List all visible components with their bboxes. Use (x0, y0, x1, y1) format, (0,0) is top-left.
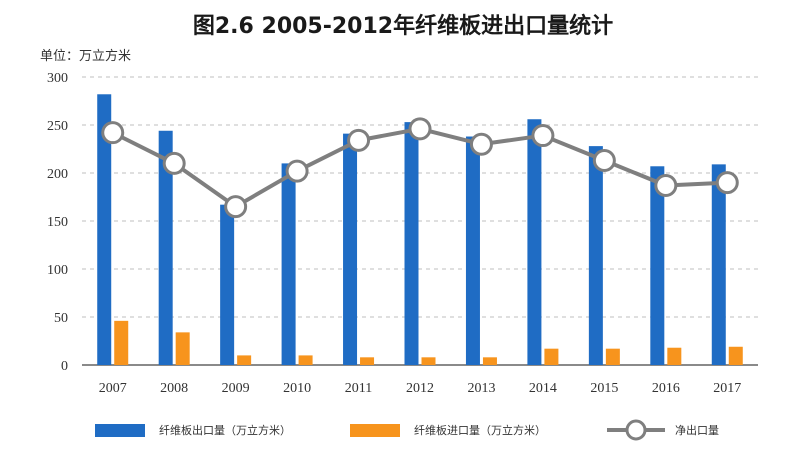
legend-marker-net-export (607, 419, 665, 441)
bar-import-2017 (728, 346, 743, 365)
legend-swatch-import (350, 423, 400, 437)
net-export-point-2013 (469, 132, 493, 156)
bar-export-2011 (343, 133, 358, 365)
legend-label-import: 纤维板进口量（万立方米） (414, 424, 546, 437)
bar-import-2013 (482, 357, 497, 365)
net-export-point-2008 (162, 151, 186, 175)
y-tick-label: 300 (47, 71, 68, 86)
legend-item-import: 纤维板进口量（万立方米） (350, 418, 546, 442)
bar-import-2008 (175, 332, 190, 365)
legend-item-net-export: 净出口量 (605, 418, 719, 442)
net-export-point-2011 (347, 128, 371, 152)
x-tick-label: 2008 (160, 381, 188, 396)
bar-import-2007 (114, 320, 129, 365)
bar-import-2012 (421, 357, 436, 365)
y-tick-label: 100 (47, 263, 68, 278)
y-tick-label: 0 (61, 359, 68, 374)
net-export-point-2012 (408, 117, 432, 141)
bar-import-2009 (237, 355, 252, 365)
legend-label-export: 纤维板出口量（万立方米） (159, 424, 291, 437)
bar-export-2014 (527, 119, 542, 366)
x-tick-label: 2016 (652, 381, 680, 396)
x-tick-label: 2010 (283, 381, 311, 396)
x-tick-label: 2017 (713, 381, 741, 396)
bar-export-2007 (97, 94, 112, 365)
bar-import-2011 (360, 357, 375, 365)
y-tick-label: 250 (47, 119, 68, 134)
bar-export-2009 (220, 204, 235, 365)
x-tick-label: 2009 (222, 381, 250, 396)
bar-import-2014 (544, 348, 559, 365)
chart-title: 图2.6 2005-2012年纤维板进出口量统计 (192, 14, 614, 39)
bar-import-2016 (667, 347, 682, 365)
y-tick-label: 150 (47, 215, 68, 230)
x-tick-label: 2013 (467, 381, 495, 396)
x-tick-label: 2015 (590, 381, 618, 396)
net-export-point-2017 (715, 171, 739, 195)
net-export-point-2009 (224, 195, 248, 219)
net-export-line (111, 126, 728, 209)
bar-export-2017 (711, 164, 726, 365)
bar-export-2013 (465, 136, 480, 365)
x-tick-label: 2011 (345, 381, 372, 396)
unit-label: 单位：万立方米 (40, 49, 132, 64)
y-tick-label: 200 (47, 167, 68, 182)
legend-item-export: 纤维板出口量（万立方米） (95, 418, 291, 442)
bar-export-2008 (158, 130, 173, 365)
legend-label-net-export: 净出口量 (675, 424, 719, 437)
y-tick-label: 50 (54, 311, 68, 326)
bar-export-2015 (588, 146, 603, 365)
net-export-point-2014 (531, 124, 555, 148)
bar-export-2016 (650, 166, 665, 365)
bar-import-2010 (298, 355, 313, 365)
x-tick-label: 2012 (406, 381, 434, 396)
net-export-point-2007 (101, 121, 125, 145)
bar-export-2010 (281, 163, 296, 365)
bar-export-2012 (404, 122, 419, 366)
net-export-point-2010 (285, 159, 309, 183)
net-export-point-2016 (654, 173, 678, 197)
net-export-point-2015 (592, 149, 616, 173)
legend-swatch-export (95, 423, 145, 437)
bar-import-2015 (605, 348, 620, 365)
x-tick-label: 2014 (529, 381, 557, 396)
x-tick-label: 2007 (99, 381, 127, 396)
